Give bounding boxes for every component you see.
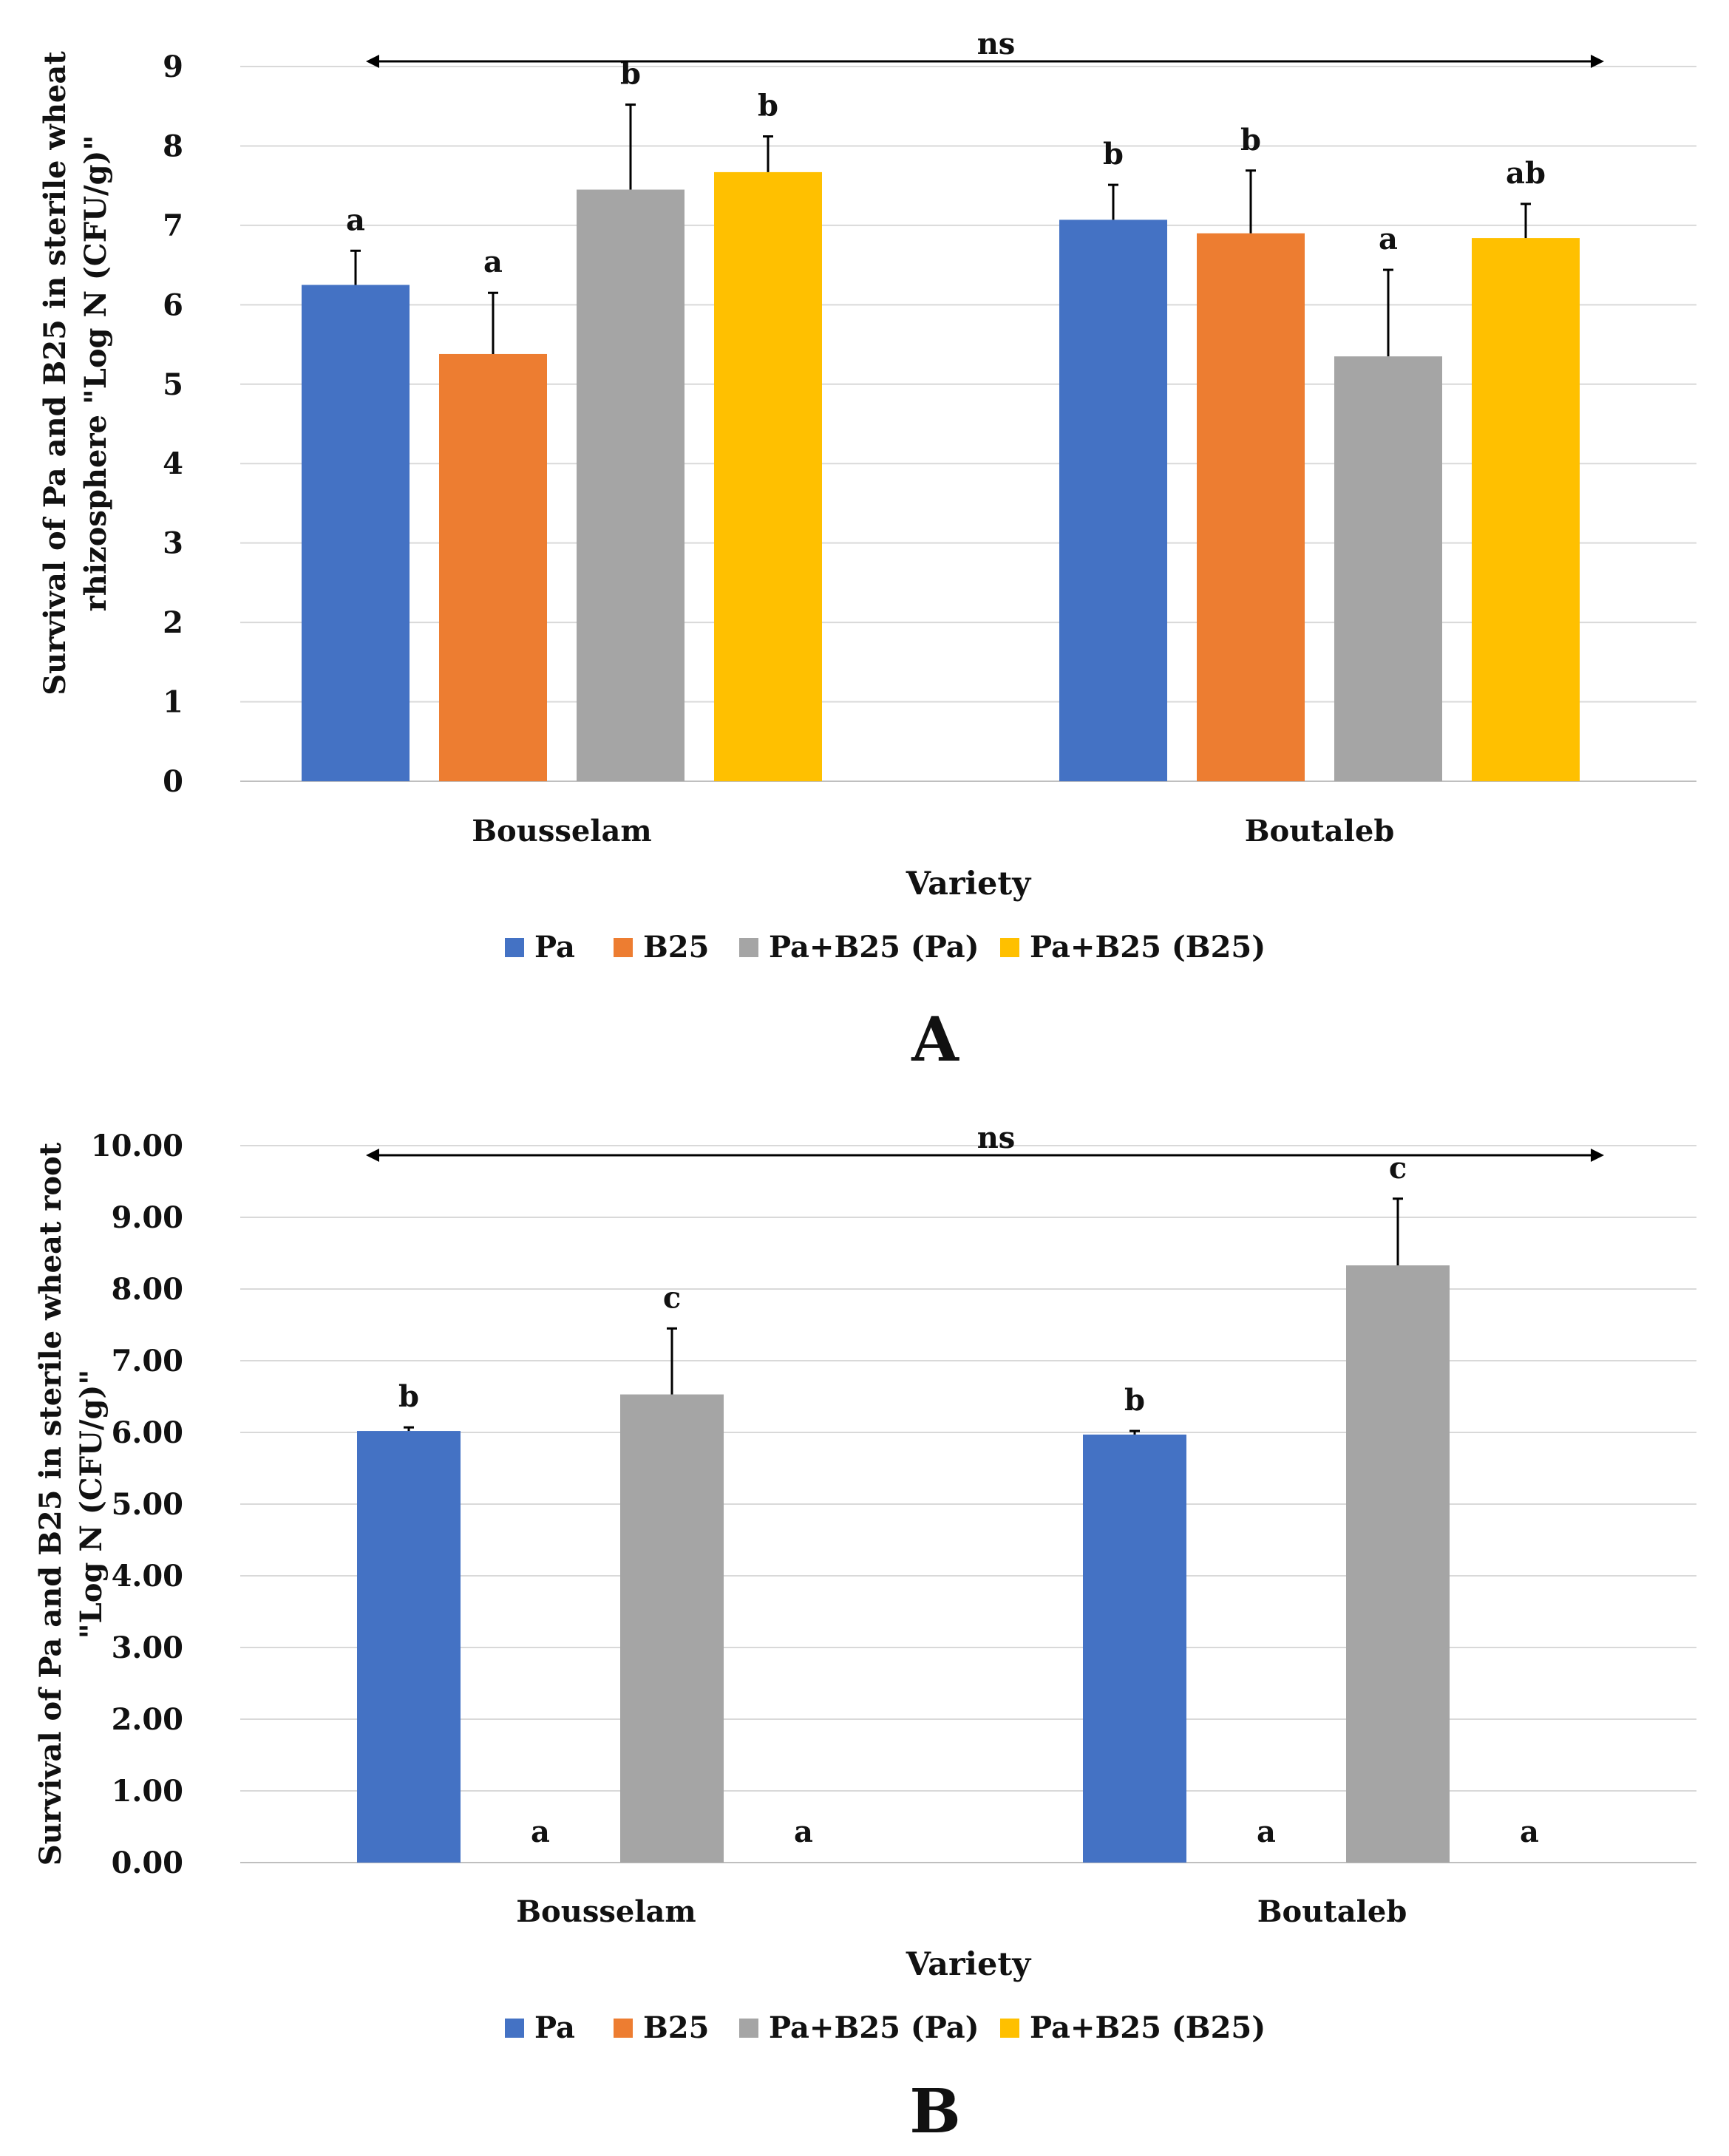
x-category-label: Bousselam [472,814,652,849]
legend-swatch [614,2019,633,2038]
legend-label: B25 [643,930,709,965]
y-tick-label: 7.00 [112,1344,183,1378]
significance-label: a [1520,1815,1539,1849]
legend-swatch [739,2019,758,2038]
y-tick-label: 0 [163,764,183,799]
ns-annotation: ns [977,27,1016,61]
chart-panel-a: 0 1 2 3 4 5 6 7 8 9 Survival of Pa and B25 in ster… [38,27,1696,1075]
y-tick-label: 7 [163,208,183,243]
legend-label: Pa+B25 (Pa) [769,930,979,965]
legend-swatch [614,938,633,957]
y-tick-label: 9 [163,50,183,84]
y-tick-label: 2 [163,605,183,640]
y-tick-label: 1.00 [112,1774,183,1809]
legend-swatch [1000,2019,1019,2038]
y-tick-label: 8.00 [112,1272,183,1307]
bar [714,171,822,781]
y-axis-title: "Log N (CFU/g)" [74,1370,109,1639]
y-tick-label: 4 [163,446,183,481]
y-axis-title: rhizosphere "Log N (CFU/g)" [78,135,113,612]
significance-label: ab [1506,156,1546,191]
panel-label: B [909,2076,960,2147]
significance-label: b [1103,137,1124,171]
y-tick-label: 5.00 [112,1487,183,1522]
y-tick-label: 2.00 [112,1702,183,1737]
legend-label: Pa+B25 (B25) [1030,930,1266,965]
significance-label: b [398,1379,419,1414]
bar [1346,1265,1450,1863]
y-tick-label: 0.00 [112,1846,183,1880]
significance-label: a [1257,1815,1276,1849]
y-tick-label: 5 [163,367,183,402]
significance-label: a [794,1815,813,1849]
legend: Pa B25 Pa+B25 (Pa) Pa+B25 (B25) [505,930,1266,965]
bar [1334,356,1442,781]
legend-label: Pa+B25 (Pa) [769,2010,979,2045]
bar [439,353,547,782]
x-axis-title: Variety [906,866,1032,902]
bar [1059,220,1167,781]
significance-label: a [1379,222,1398,256]
y-axis-title: Survival of Pa and B25 in sterile wheat … [33,1142,68,1866]
y-tick-label: 9.00 [112,1200,183,1235]
bar [1197,233,1305,782]
ns-arrow-left-head [366,1149,379,1162]
legend-label: B25 [643,2010,709,2045]
chart-panel-b: 0.00 1.00 2.00 3.00 4.00 5.00 6.00 7.00 8.00 9.00… [33,1120,1696,2147]
y-tick-label: 4.00 [112,1559,183,1594]
bar [1083,1434,1186,1863]
x-category-label: Boutaleb [1245,814,1395,849]
y-tick-label: 1 [163,685,183,720]
bar [1472,238,1580,782]
ns-annotation: ns [977,1120,1016,1155]
legend-swatch [739,938,758,957]
significance-label: a [531,1815,550,1849]
significance-label: a [483,245,503,279]
bar [620,1394,724,1863]
y-tick-label: 8 [163,129,183,163]
bar [577,189,685,781]
y-tick-label: 6.00 [112,1415,183,1450]
significance-label: c [663,1280,681,1315]
y-tick-label: 3.00 [112,1630,183,1665]
panel-label: A [911,1004,959,1075]
y-tick-label: 6 [163,288,183,322]
bar [302,285,410,781]
ns-arrow-right-head [1591,55,1604,68]
y-tick-label: 3 [163,526,183,561]
legend-label: Pa [534,930,575,965]
x-category-label: Bousselam [516,1894,696,1929]
ns-arrow-left-head [366,55,379,68]
legend-label: Pa [534,2010,575,2045]
legend-label: Pa+B25 (B25) [1030,2010,1266,2045]
bar [357,1431,461,1863]
legend-swatch [505,2019,524,2038]
significance-label: b [758,89,778,123]
x-category-label: Boutaleb [1257,1894,1407,1929]
y-tick-label: 10.00 [91,1129,183,1163]
significance-label: b [1124,1383,1145,1418]
legend-swatch [505,938,524,957]
significance-label: c [1389,1151,1407,1186]
y-axis-title: Survival of Pa and B25 in sterile wheat [38,51,72,696]
x-axis-title: Variety [906,1946,1032,1983]
significance-label: a [346,203,365,237]
significance-label: b [1240,123,1261,157]
ns-arrow-right-head [1591,1149,1604,1162]
legend: Pa B25 Pa+B25 (Pa) Pa+B25 (B25) [505,2010,1266,2045]
legend-swatch [1000,938,1019,957]
